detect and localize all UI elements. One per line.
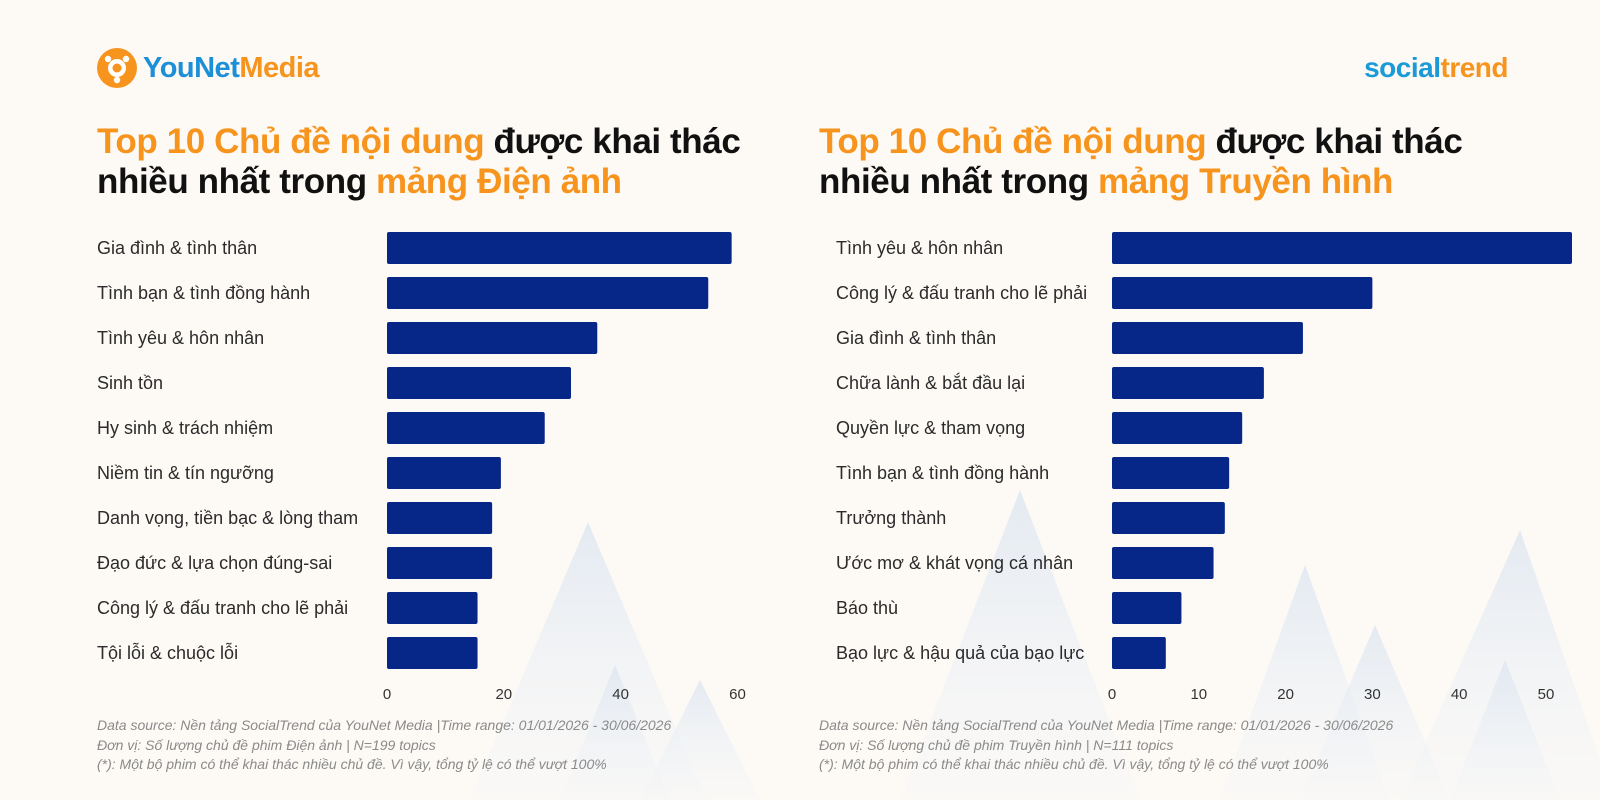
category-label: Quyền lực & tham vọng: [836, 418, 1025, 438]
left-chart-title: Top 10 Chủ đề nội dung được khai thác nh…: [97, 122, 777, 202]
x-tick-label: 40: [1451, 686, 1468, 703]
right-disclaimer-note: (*): Một bộ phim có thể khai thác nhiều …: [819, 756, 1329, 772]
category-label: Gia đình & tình thân: [97, 238, 257, 258]
category-label: Tình yêu & hôn nhân: [97, 328, 264, 348]
younet-logo-icon: [97, 48, 137, 88]
x-tick-label: 0: [1108, 686, 1116, 703]
logo-text-trend: trend: [1440, 52, 1509, 83]
x-tick-label: 20: [495, 686, 512, 703]
bar: [387, 547, 493, 579]
category-label: Danh vọng, tiền bạc & lòng tham: [97, 508, 358, 528]
x-tick-label: 50: [1538, 686, 1555, 703]
left-title-part-3: nhiều nhất trong: [97, 162, 376, 201]
right-chart-title: Top 10 Chủ đề nội dung được khai thác nh…: [819, 122, 1539, 202]
category-label: Trưởng thành: [836, 508, 946, 528]
category-label: Tình bạn & tình đồng hành: [97, 283, 310, 303]
category-label: Tình bạn & tình đồng hành: [836, 463, 1049, 483]
bar: [387, 277, 709, 309]
bar: [387, 367, 571, 399]
left-footnote: Data source: Nền tảng SocialTrend của Yo…: [97, 716, 671, 775]
bar: [387, 592, 478, 624]
logo-text-younet: YouNet: [143, 51, 240, 84]
right-unit-note: Đơn vị: Số lượng chủ đề phim Truyền hình…: [819, 736, 1174, 753]
left-disclaimer-note: (*): Một bộ phim có thể khai thác nhiều …: [97, 756, 607, 772]
x-tick-label: 30: [1364, 686, 1381, 703]
bar: [387, 232, 732, 264]
bar: [1112, 277, 1373, 309]
bar: [1112, 637, 1166, 669]
bar: [1112, 457, 1230, 489]
bar: [1112, 412, 1243, 444]
right-footnote: Data source: Nền tảng SocialTrend của Yo…: [819, 716, 1393, 775]
x-tick-label: 10: [1190, 686, 1207, 703]
right-title-part-4: mảng Truyền hình: [1098, 162, 1394, 201]
socialtrend-logo: socialtrend: [1364, 52, 1508, 84]
bar: [387, 637, 478, 669]
category-label: Gia đình & tình thân: [836, 328, 996, 348]
left-data-source-note: Data source: Nền tảng SocialTrend của Yo…: [97, 717, 672, 733]
right-title-part-1: Top 10 Chủ đề nội dung: [819, 122, 1207, 161]
category-label: Công lý & đấu tranh cho lẽ phải: [836, 283, 1087, 303]
category-label: Sinh tồn: [97, 373, 163, 393]
bar: [387, 412, 545, 444]
bar: [1112, 547, 1214, 579]
x-tick-label: 40: [612, 686, 629, 703]
category-label: Bạo lực & hậu quả của bạo lực: [836, 643, 1084, 663]
bar: [1112, 367, 1264, 399]
bar: [1112, 232, 1572, 264]
bar: [1112, 502, 1225, 534]
right-title-part-2: được khai thác: [1206, 122, 1463, 161]
category-label: Tội lỗi & chuộc lỗi: [97, 642, 238, 663]
x-tick-label: 20: [1277, 686, 1294, 703]
category-label: Tình yêu & hôn nhân: [836, 238, 1003, 258]
right-title-part-3: nhiều nhất trong: [819, 162, 1098, 201]
younet-media-logo: YouNetMedia: [97, 48, 320, 88]
bar: [1112, 592, 1182, 624]
right-data-source-note: Data source: Nền tảng SocialTrend của Yo…: [819, 717, 1394, 733]
category-label: Chữa lành & bắt đầu lại: [836, 372, 1025, 393]
category-label: Ước mơ & khát vọng cá nhân: [836, 553, 1073, 573]
x-tick-label: 0: [383, 686, 391, 703]
category-label: Công lý & đấu tranh cho lẽ phải: [97, 598, 348, 618]
bar: [387, 502, 493, 534]
category-label: Niềm tin & tín ngưỡng: [97, 463, 274, 483]
bar: [387, 322, 598, 354]
logo-text-media: Media: [239, 51, 320, 84]
category-label: Đạo đức & lựa chọn đúng-sai: [97, 553, 332, 573]
left-unit-note: Đơn vị: Số lượng chủ đề phim Điện ảnh | …: [97, 736, 436, 753]
category-label: Báo thù: [836, 598, 898, 618]
left-title-part-1: Top 10 Chủ đề nội dung: [97, 122, 485, 161]
category-label: Hy sinh & trách nhiệm: [97, 418, 273, 438]
left-title-part-4: mảng Điện ảnh: [376, 162, 622, 201]
bar: [387, 457, 501, 489]
bar: [1112, 322, 1303, 354]
logo-text-social: social: [1364, 52, 1441, 83]
left-title-part-2: được khai thác: [484, 122, 741, 161]
x-tick-label: 60: [729, 686, 746, 703]
